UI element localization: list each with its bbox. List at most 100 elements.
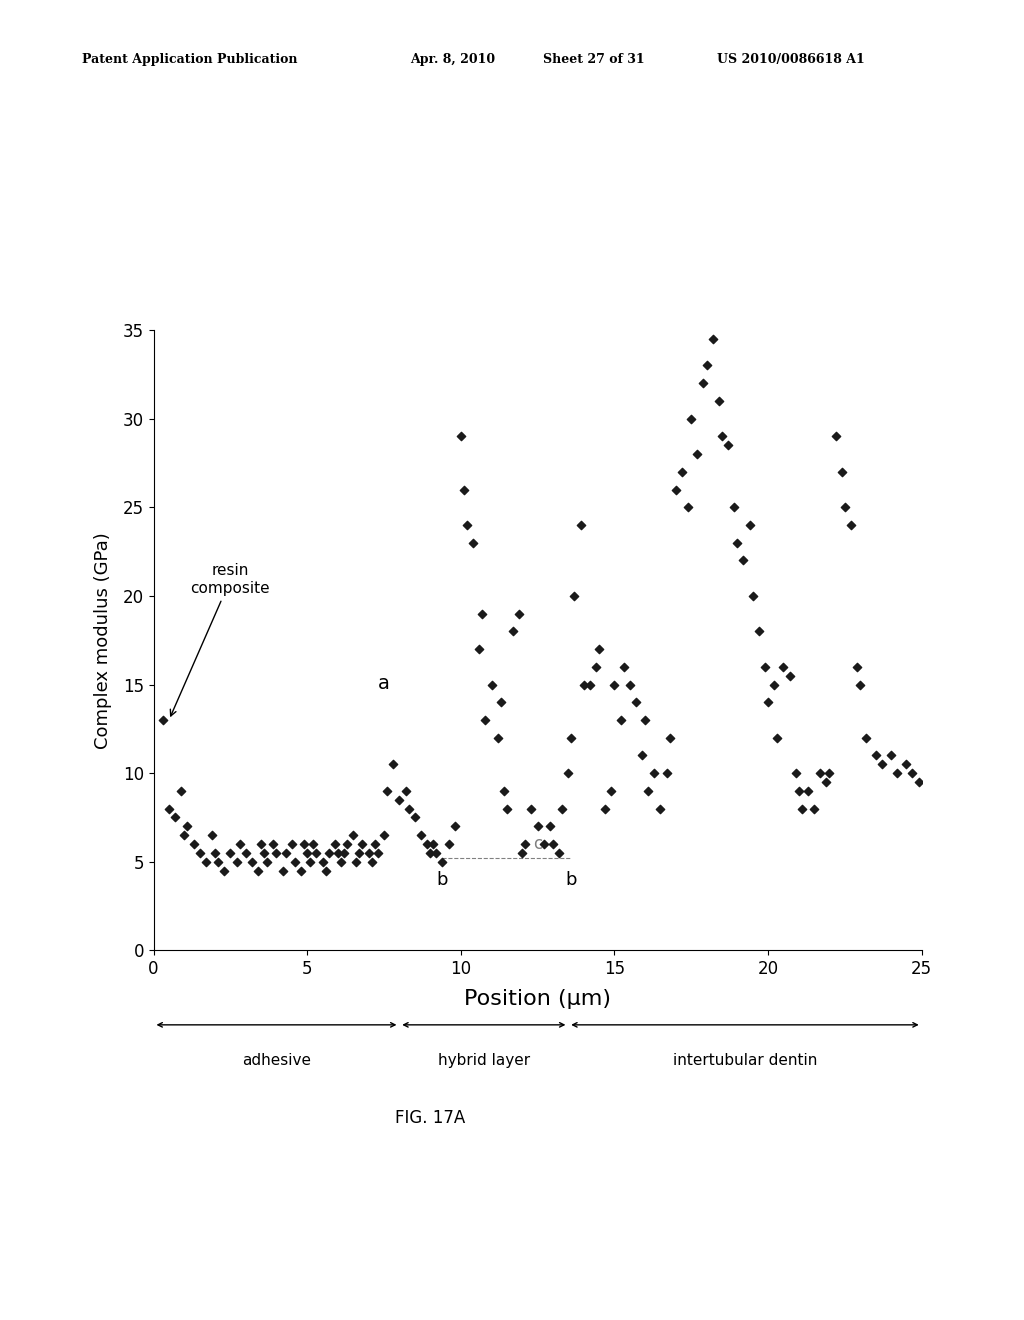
Point <box>867 744 884 766</box>
Point <box>493 692 509 713</box>
Text: hybrid layer: hybrid layer <box>438 1053 529 1068</box>
Point <box>278 842 294 863</box>
Point <box>327 833 343 854</box>
Point <box>622 675 638 696</box>
Point <box>173 780 189 801</box>
X-axis label: Position (μm): Position (μm) <box>464 989 611 1010</box>
Point <box>379 780 395 801</box>
Point <box>588 656 604 677</box>
Point <box>818 771 835 792</box>
Text: intertubular dentin: intertubular dentin <box>673 1053 817 1068</box>
Point <box>634 744 650 766</box>
Point <box>364 851 380 873</box>
Point <box>668 479 684 500</box>
Point <box>370 842 386 863</box>
Point <box>858 727 874 748</box>
Point <box>259 851 275 873</box>
Point <box>883 744 899 766</box>
Point <box>428 842 444 863</box>
Text: Apr. 8, 2010: Apr. 8, 2010 <box>410 53 495 66</box>
Point <box>434 851 451 873</box>
Point <box>155 709 171 730</box>
Point <box>265 833 282 854</box>
Point <box>517 833 534 854</box>
Point <box>873 754 890 775</box>
Point <box>658 763 675 784</box>
Point <box>305 833 322 854</box>
Point <box>253 833 269 854</box>
Point <box>603 780 620 801</box>
Point <box>256 842 272 863</box>
Point <box>889 763 905 784</box>
Point <box>244 851 260 873</box>
Point <box>806 799 822 820</box>
Point <box>563 727 580 748</box>
Point <box>274 861 291 882</box>
Point <box>794 799 810 820</box>
Point <box>821 763 838 784</box>
Point <box>185 833 202 854</box>
Text: FIG. 17A: FIG. 17A <box>395 1109 465 1127</box>
Point <box>514 842 530 863</box>
Point <box>852 675 868 696</box>
Point <box>446 816 463 837</box>
Point <box>179 816 196 837</box>
Point <box>628 692 644 713</box>
Point <box>741 515 758 536</box>
Point <box>705 329 721 350</box>
Point <box>606 675 623 696</box>
Point <box>407 807 423 828</box>
Point <box>191 842 208 863</box>
Point <box>228 851 245 873</box>
Point <box>222 842 239 863</box>
Point <box>775 656 792 677</box>
Point <box>720 434 736 455</box>
Point <box>751 620 767 642</box>
Point <box>296 833 312 854</box>
Point <box>615 656 632 677</box>
Point <box>729 532 745 553</box>
Point <box>637 709 653 730</box>
Point <box>360 842 377 863</box>
Point <box>489 727 506 748</box>
Point <box>299 842 315 863</box>
Point <box>440 833 457 854</box>
Point <box>351 842 368 863</box>
Point <box>210 851 226 873</box>
Point <box>456 479 472 500</box>
Point <box>385 754 401 775</box>
Point <box>575 675 592 696</box>
Point <box>683 408 699 429</box>
Point <box>336 842 352 863</box>
Point <box>321 842 337 863</box>
Point <box>477 709 494 730</box>
Point <box>695 372 712 393</box>
Point <box>689 444 706 465</box>
Text: resin
composite: resin composite <box>170 564 270 715</box>
Point <box>735 550 752 572</box>
Point <box>391 789 408 810</box>
Point <box>397 780 414 801</box>
Point <box>612 709 629 730</box>
Point <box>744 585 761 606</box>
Point <box>376 825 392 846</box>
Point <box>459 515 475 536</box>
Point <box>827 426 844 447</box>
Point <box>714 426 730 447</box>
Point <box>422 842 438 863</box>
Point <box>545 833 561 854</box>
Point <box>898 754 914 775</box>
Point <box>542 816 558 837</box>
Point <box>834 461 850 482</box>
Point <box>453 426 469 447</box>
Point <box>238 842 254 863</box>
Point <box>465 532 481 553</box>
Point <box>837 496 853 517</box>
Point <box>781 665 798 686</box>
Point <box>640 780 656 801</box>
Point <box>511 603 527 624</box>
Point <box>760 692 776 713</box>
Point <box>367 833 383 854</box>
Point <box>308 842 325 863</box>
Point <box>698 355 715 376</box>
